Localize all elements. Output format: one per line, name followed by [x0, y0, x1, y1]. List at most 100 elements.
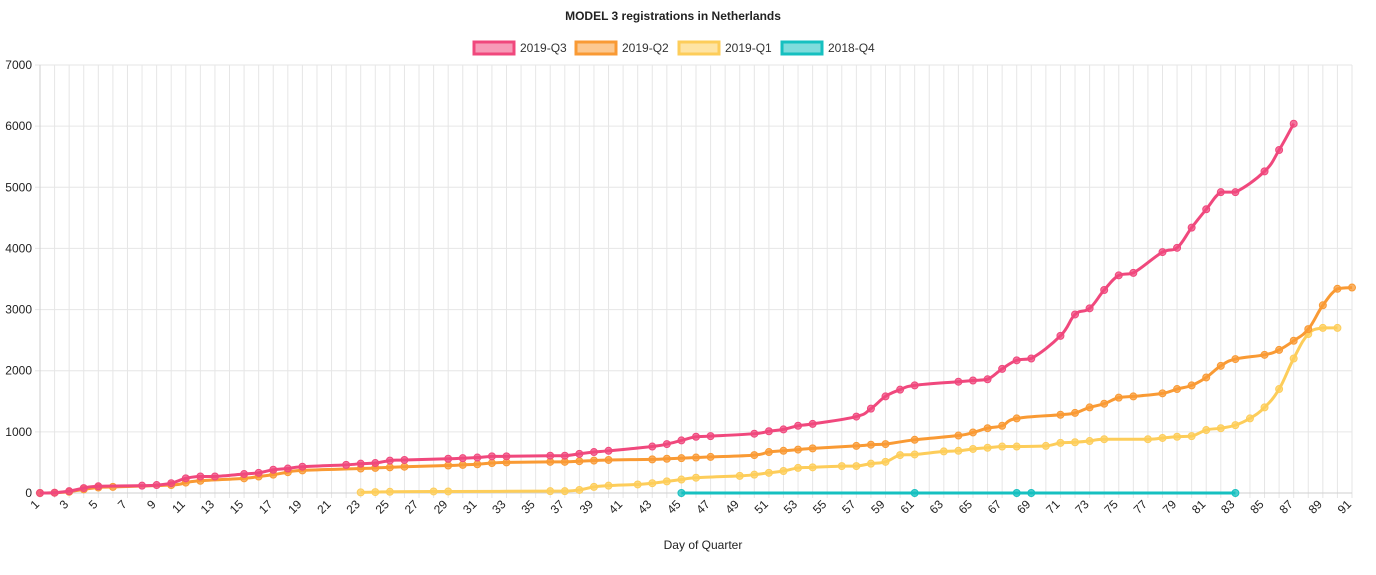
x-tick-label: 51 — [752, 497, 772, 517]
data-point — [1085, 304, 1094, 313]
data-point — [662, 440, 671, 449]
data-point — [444, 487, 453, 496]
x-tick-label: 25 — [373, 497, 393, 517]
data-point — [779, 466, 788, 475]
data-point — [269, 465, 278, 474]
data-point — [1304, 325, 1313, 334]
data-point — [764, 448, 773, 457]
x-tick-label: 35 — [518, 497, 538, 517]
data-point — [1275, 145, 1284, 154]
data-point — [910, 381, 919, 390]
data-point — [604, 446, 613, 455]
data-point — [1071, 310, 1080, 319]
data-point — [1260, 350, 1269, 359]
data-point — [677, 436, 686, 445]
y-tick-label: 5000 — [5, 180, 32, 194]
data-point — [750, 470, 759, 479]
data-point — [473, 453, 482, 462]
legend-item-2019-q1[interactable]: 2019-Q1 — [677, 40, 772, 56]
data-point — [764, 468, 773, 477]
data-point — [1318, 301, 1327, 310]
data-point — [560, 451, 569, 460]
data-point — [444, 454, 453, 463]
x-tick-label: 57 — [839, 497, 859, 517]
data-point — [968, 444, 977, 453]
data-point — [1173, 243, 1182, 252]
data-point — [356, 459, 365, 468]
x-tick-label: 7 — [115, 497, 130, 512]
data-point — [706, 432, 715, 441]
data-point — [1202, 373, 1211, 382]
x-tick-label: 63 — [927, 497, 947, 517]
x-tick-label: 45 — [664, 497, 684, 517]
data-point — [1216, 188, 1225, 197]
data-point — [1056, 331, 1065, 340]
series-2019-q3 — [36, 119, 1298, 497]
data-point — [954, 431, 963, 440]
data-point — [1085, 437, 1094, 446]
x-tick-label: 31 — [460, 497, 480, 517]
legend-item-2019-q3[interactable]: 2019-Q3 — [472, 40, 567, 56]
x-tick-label: 19 — [285, 497, 305, 517]
data-point — [881, 392, 890, 401]
data-point — [385, 487, 394, 496]
data-point — [1245, 414, 1254, 423]
data-point — [240, 470, 249, 479]
data-point — [837, 462, 846, 471]
data-point — [196, 472, 205, 481]
data-point — [662, 454, 671, 463]
legend-swatch — [472, 40, 516, 56]
data-point — [662, 477, 671, 486]
data-point — [210, 472, 219, 481]
data-point — [1173, 385, 1182, 394]
data-point — [692, 432, 700, 441]
data-point — [1202, 426, 1211, 435]
data-point — [1129, 392, 1138, 401]
legend-label: 2019-Q2 — [622, 41, 669, 55]
data-point — [1114, 393, 1123, 402]
data-point — [1187, 432, 1196, 441]
y-tick-label: 2000 — [5, 364, 32, 378]
x-tick-label: 55 — [810, 497, 830, 517]
x-tick-label: 67 — [985, 497, 1005, 517]
data-point — [779, 446, 788, 455]
data-point — [79, 484, 88, 493]
x-axis-title: Day of Quarter — [664, 538, 743, 552]
data-point — [502, 452, 511, 461]
x-tick-label: 49 — [723, 497, 743, 517]
data-point — [881, 440, 890, 449]
data-point — [1216, 361, 1225, 370]
x-tick-label: 1 — [27, 497, 42, 512]
y-tick-label: 3000 — [5, 303, 32, 317]
data-point — [65, 487, 74, 496]
x-tick-label: 13 — [198, 497, 218, 517]
data-point — [1100, 399, 1109, 408]
x-tick-label: 65 — [956, 497, 976, 517]
legend-item-2019-q2[interactable]: 2019-Q2 — [574, 40, 669, 56]
data-point — [1318, 323, 1327, 332]
x-tick-label: 69 — [1014, 497, 1034, 517]
x-tick-label: 85 — [1247, 497, 1267, 517]
data-point — [1129, 268, 1138, 277]
legend-item-2018-q4[interactable]: 2018-Q4 — [780, 40, 875, 56]
data-point — [808, 444, 817, 453]
data-point — [1012, 489, 1021, 497]
data-point — [954, 377, 963, 386]
data-point — [283, 464, 292, 473]
data-point — [1027, 489, 1036, 497]
data-point — [764, 427, 773, 436]
x-tick-label: 41 — [606, 497, 626, 517]
x-tick-label: 27 — [402, 497, 422, 517]
x-tick-label: 61 — [897, 497, 917, 517]
data-point — [1173, 432, 1182, 441]
grid — [35, 64, 1353, 498]
x-tick-label: 87 — [1276, 497, 1296, 517]
x-tick-label: 53 — [781, 497, 801, 517]
data-point — [1100, 286, 1109, 295]
data-point — [560, 487, 569, 496]
data-point — [487, 459, 496, 468]
data-point — [896, 385, 905, 394]
data-point — [866, 404, 875, 413]
data-point — [167, 479, 176, 488]
data-point — [1056, 438, 1065, 447]
